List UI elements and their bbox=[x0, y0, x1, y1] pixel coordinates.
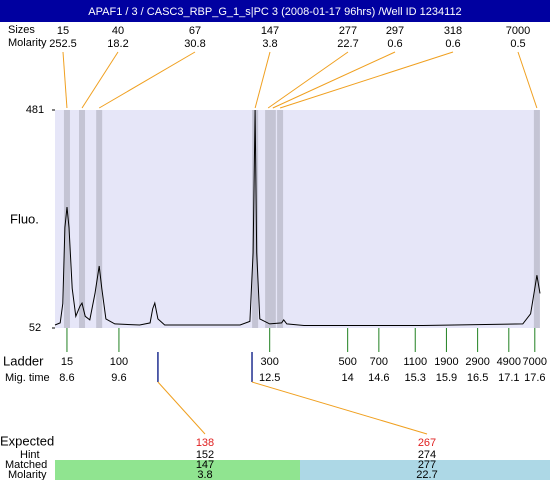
peak-size: 277 bbox=[339, 25, 357, 37]
peak-connector bbox=[98, 51, 196, 109]
peak-molarity: 252.5 bbox=[49, 38, 77, 50]
expected-size: 267 bbox=[418, 437, 436, 449]
ladder-size: 100 bbox=[110, 356, 128, 368]
hint-value: 274 bbox=[418, 449, 436, 461]
ladder-time: 14.6 bbox=[368, 372, 389, 384]
ladder-label: Ladder bbox=[3, 353, 44, 368]
molarity-value: 22.7 bbox=[416, 469, 437, 480]
peak-molarity: 18.2 bbox=[107, 38, 128, 50]
ladder-size: 1100 bbox=[403, 356, 427, 368]
peak-connector bbox=[517, 51, 538, 109]
chart-title: APAF1 / 3 / CASC3_RBP_G_1_s|PC 3 (2008-0… bbox=[88, 6, 461, 18]
peak-connector bbox=[81, 51, 119, 109]
ladder-size: 4900 bbox=[497, 356, 521, 368]
peak-band bbox=[79, 110, 86, 328]
peak-connector bbox=[272, 51, 396, 109]
ladder-time: 14 bbox=[342, 372, 354, 384]
expected-molarity-label: Molarity bbox=[8, 469, 47, 480]
peak-band bbox=[63, 110, 70, 328]
peak-band bbox=[96, 110, 103, 328]
ladder-time: 16.5 bbox=[467, 372, 488, 384]
ladder-size: 15 bbox=[61, 356, 73, 368]
peak-band bbox=[252, 110, 259, 328]
hint-label: Hint bbox=[20, 449, 40, 461]
peak-size-label: Sizes bbox=[8, 24, 35, 36]
ladder-time: 8.6 bbox=[59, 372, 74, 384]
expected-label: Expected bbox=[0, 433, 54, 448]
peak-molarity: 0.6 bbox=[387, 38, 402, 50]
expected-row-bg bbox=[55, 460, 300, 480]
ladder-size: 1900 bbox=[434, 356, 458, 368]
peak-size: 67 bbox=[189, 25, 201, 37]
ladder-time-label: Mig. time bbox=[5, 372, 50, 384]
peak-band bbox=[277, 110, 284, 328]
peak-molarity: 30.8 bbox=[184, 38, 205, 50]
ladder-size: 7000 bbox=[523, 356, 547, 368]
peak-size: 297 bbox=[386, 25, 404, 37]
peak-connector bbox=[267, 51, 349, 109]
ladder-time: 9.6 bbox=[111, 372, 126, 384]
y-tick-label: 52 bbox=[29, 322, 41, 334]
ladder-size: 700 bbox=[370, 356, 388, 368]
matched-label: Matched bbox=[5, 459, 47, 471]
hint-value: 152 bbox=[196, 449, 214, 461]
peak-size: 7000 bbox=[506, 25, 530, 37]
peak-molarity: 0.5 bbox=[510, 38, 525, 50]
peak-size: 40 bbox=[112, 25, 124, 37]
ladder-time: 12.5 bbox=[259, 372, 280, 384]
peak-molarity: 22.7 bbox=[337, 38, 358, 50]
peak-band bbox=[265, 110, 272, 328]
peak-molarity: 3.8 bbox=[262, 38, 277, 50]
molarity-value: 3.8 bbox=[197, 469, 212, 480]
peak-molarity: 0.6 bbox=[445, 38, 460, 50]
ladder-size: 300 bbox=[261, 356, 279, 368]
peak-molarity-label: Molarity bbox=[8, 37, 47, 49]
peak-band bbox=[269, 110, 276, 328]
matched-value: 147 bbox=[196, 459, 214, 471]
ladder-size: 500 bbox=[338, 356, 356, 368]
peak-band bbox=[533, 110, 540, 328]
expected-size: 138 bbox=[196, 437, 214, 449]
trace bbox=[54, 109, 541, 326]
peak-size: 15 bbox=[57, 25, 69, 37]
expected-connector bbox=[251, 381, 428, 435]
matched-value: 277 bbox=[418, 459, 436, 471]
peak-size: 318 bbox=[444, 25, 462, 37]
y-axis-label: Fluo. bbox=[10, 211, 39, 226]
title-bar bbox=[0, 0, 550, 22]
plot-area bbox=[55, 110, 540, 328]
ladder-time: 15.9 bbox=[436, 372, 457, 384]
peak-size: 147 bbox=[261, 25, 279, 37]
peak-connector bbox=[62, 51, 68, 109]
ladder-size: 2900 bbox=[465, 356, 489, 368]
expected-row-bg bbox=[300, 460, 550, 480]
peak-connector bbox=[279, 51, 454, 109]
peak-connector bbox=[254, 51, 271, 109]
ladder-time: 17.6 bbox=[524, 372, 545, 384]
expected-connector bbox=[157, 381, 206, 435]
ladder-time: 15.3 bbox=[405, 372, 426, 384]
ladder-time: 17.1 bbox=[498, 372, 519, 384]
y-tick-label: 481 bbox=[26, 104, 44, 116]
